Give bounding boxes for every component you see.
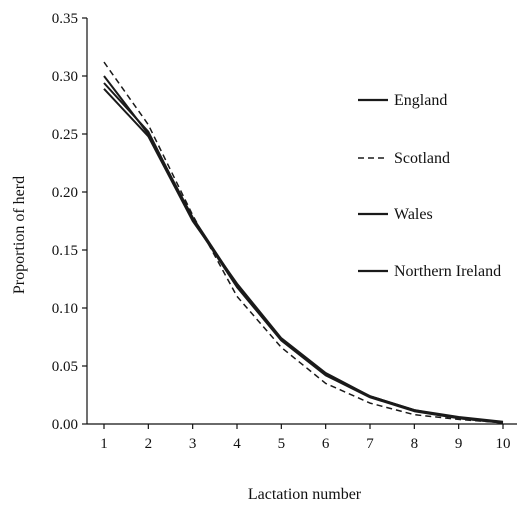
series-lines (103, 61, 504, 424)
x-tick-label: 5 (278, 436, 286, 452)
y-tick-label: 0.35 (52, 11, 78, 27)
x-tick-label: 6 (322, 436, 330, 452)
legend-label: Northern Ireland (394, 263, 501, 280)
x-tick-label: 7 (366, 436, 374, 452)
series-line-wales (103, 82, 504, 424)
x-axis-ticks: 1 2 3 4 5 6 7 8 9 10 (100, 424, 511, 452)
legend-label: Scotland (394, 150, 450, 167)
series-line-northern-ireland (103, 88, 504, 423)
x-tick-label: 4 (233, 436, 241, 452)
y-tick-label: 0.05 (52, 359, 78, 375)
y-tick-label: 0.30 (52, 69, 78, 85)
y-tick-label: 0.00 (52, 417, 78, 433)
legend-label: Wales (394, 206, 433, 223)
series-line-england (103, 75, 504, 424)
y-tick-label: 0.15 (52, 243, 78, 259)
series-line-scotland (103, 61, 504, 424)
axes (86, 18, 517, 425)
y-tick-label: 0.10 (52, 301, 78, 317)
x-tick-label: 3 (189, 436, 197, 452)
x-axis-title: Lactation number (248, 486, 362, 503)
y-axis-title: Proportion of herd (11, 176, 28, 294)
legend: England Scotland Wales Northern Ireland (358, 92, 501, 280)
x-tick-label: 8 (411, 436, 419, 452)
x-tick-label: 10 (496, 436, 511, 452)
y-axis-ticks: 0.00 0.05 0.10 0.15 0.20 0.25 0.30 0.35 (52, 11, 87, 433)
x-tick-label: 2 (145, 436, 153, 452)
y-tick-label: 0.20 (52, 185, 78, 201)
x-tick-label: 1 (100, 436, 108, 452)
x-tick-label: 9 (455, 436, 463, 452)
legend-label: England (394, 92, 447, 109)
y-tick-label: 0.25 (52, 127, 78, 143)
